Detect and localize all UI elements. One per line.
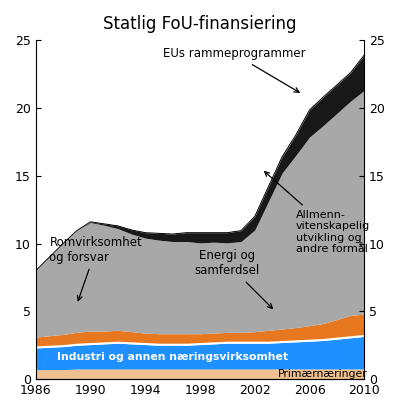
Text: Energi og
samferdsel: Energi og samferdsel — [195, 249, 272, 309]
Text: Industri og annen næringsvirksomhet: Industri og annen næringsvirksomhet — [57, 352, 288, 362]
Title: Statlig FoU-finansiering: Statlig FoU-finansiering — [103, 15, 297, 33]
Text: EUs rammeprogrammer: EUs rammeprogrammer — [163, 47, 306, 92]
Text: Romvirksomhet
og forsvar: Romvirksomhet og forsvar — [50, 236, 142, 301]
Text: Allmenn-
vitenskapelig
utvikling og
andre formål: Allmenn- vitenskapelig utvikling og andr… — [265, 172, 370, 255]
Text: Primærnæringer: Primærnæringer — [278, 369, 368, 379]
